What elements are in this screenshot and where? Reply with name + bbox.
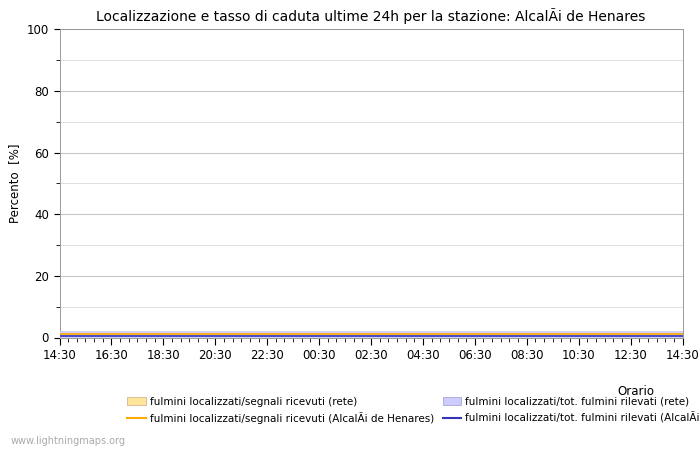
Legend: fulmini localizzati/segnali ricevuti (rete), fulmini localizzati/segnali ricevut: fulmini localizzati/segnali ricevuti (re… bbox=[127, 396, 700, 424]
Y-axis label: Percento  [%]: Percento [%] bbox=[8, 144, 21, 223]
Text: Orario: Orario bbox=[617, 385, 654, 398]
Text: www.lightningmaps.org: www.lightningmaps.org bbox=[10, 436, 125, 446]
Title: Localizzazione e tasso di caduta ultime 24h per la stazione: AlcalÃi de Henares: Localizzazione e tasso di caduta ultime … bbox=[97, 8, 645, 24]
